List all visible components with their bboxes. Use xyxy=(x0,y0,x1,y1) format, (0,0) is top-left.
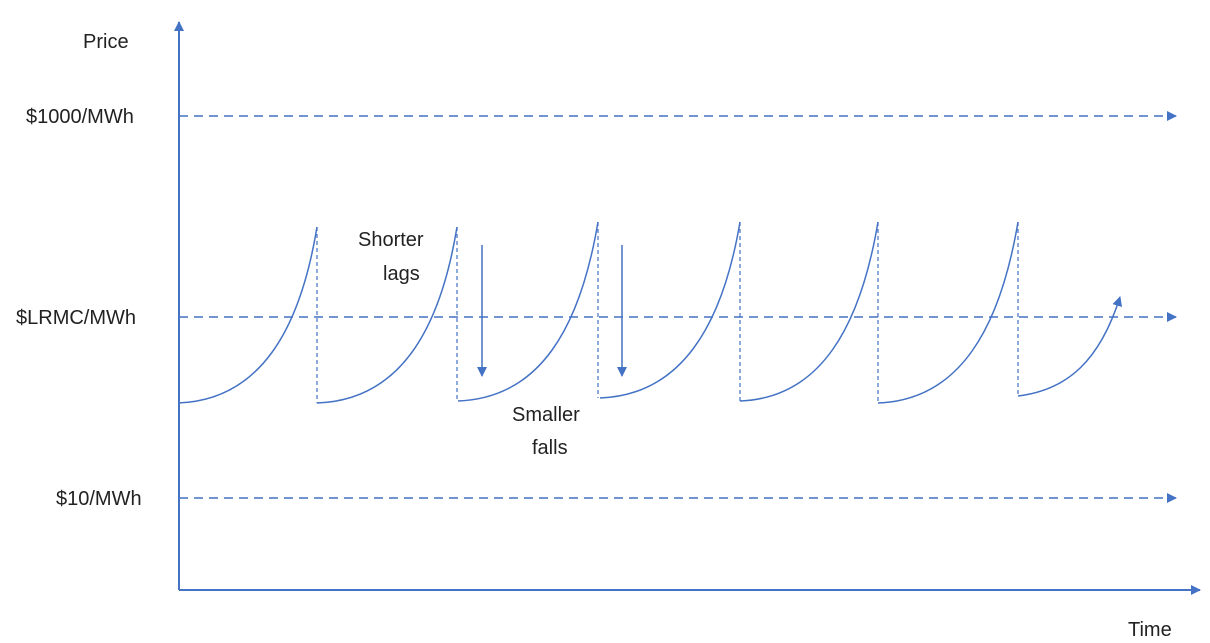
annotation-smaller-falls-line1: Smaller xyxy=(512,404,580,426)
level-label-lrmc: $LRMC/MWh xyxy=(16,307,136,329)
level-label-1000: $1000/MWh xyxy=(26,106,134,128)
price-curve-segment xyxy=(877,221,1019,404)
price-drops xyxy=(316,222,1019,403)
price-curve-segment xyxy=(177,226,318,404)
price-curve-final-arrow xyxy=(1017,296,1123,397)
level-label-10: $10/MWh xyxy=(56,488,142,510)
price-curve-segment xyxy=(457,221,599,402)
price-curve xyxy=(177,221,1019,404)
price-curve-segment xyxy=(316,226,458,404)
x-axis-label: Time xyxy=(1128,619,1172,641)
annotation-shorter-lags-line2: lags xyxy=(383,263,420,285)
price-curve-segment xyxy=(739,221,879,402)
y-axis-label: Price xyxy=(83,31,129,53)
price-curve-segment xyxy=(599,221,741,399)
annotation-shorter-lags-line1: Shorter xyxy=(358,229,424,251)
annotation-smaller-falls-line2: falls xyxy=(532,437,568,459)
